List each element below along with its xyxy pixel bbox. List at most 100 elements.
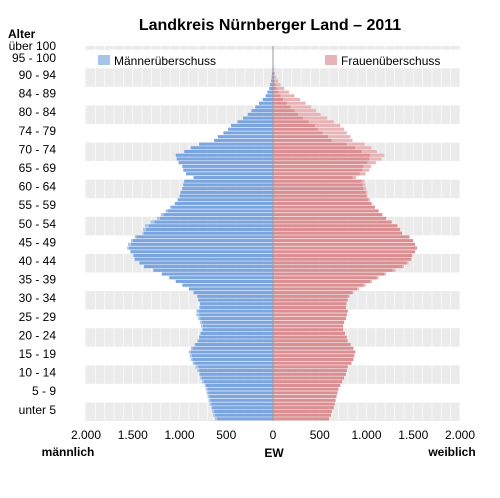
bar-male (266, 94, 273, 97)
bar-male (217, 417, 273, 420)
bar-male (136, 235, 273, 238)
bar-male-surplus (151, 221, 155, 224)
bar-male (214, 139, 273, 142)
bar-male (183, 183, 273, 186)
bar-male (154, 221, 273, 224)
bar-female (273, 120, 309, 123)
bar-female (273, 195, 367, 198)
bar-female (273, 298, 348, 301)
age-group-label: 60 - 64 (19, 180, 57, 194)
bar-male (134, 254, 273, 257)
bar-female (273, 343, 351, 346)
bar-female (273, 105, 291, 108)
bar-male (178, 198, 273, 201)
bar-female (273, 221, 392, 224)
bar-male-surplus (197, 339, 198, 342)
bar-female (273, 395, 337, 398)
bar-male (215, 414, 273, 417)
bar-female-surplus (364, 284, 366, 287)
bar-female (273, 280, 370, 283)
bar-male (223, 131, 273, 134)
legend-label-male-surplus: Männerüberschuss (114, 54, 216, 68)
age-group-label: 90 - 94 (19, 68, 57, 82)
bar-female-surplus (295, 109, 317, 112)
bar-female (273, 91, 279, 94)
bar-female (273, 202, 371, 205)
bar-male-surplus (128, 243, 131, 246)
bar-male (189, 287, 273, 290)
bar-male-surplus (212, 410, 214, 413)
bar-male (180, 195, 274, 198)
bar-male (199, 313, 273, 316)
x-axis-left-label: männlich (42, 445, 95, 459)
bar-male-surplus (200, 321, 202, 324)
bar-female (273, 391, 338, 394)
bar-male (191, 146, 273, 149)
bar-female (273, 154, 370, 157)
bar-female (273, 321, 344, 324)
bar-female-surplus (274, 76, 276, 79)
bar-female (273, 258, 411, 261)
bar-male (200, 317, 273, 320)
bar-male (198, 339, 273, 342)
bar-male-surplus (200, 332, 201, 335)
bar-female (273, 128, 318, 131)
bar-female (273, 176, 352, 179)
bar-male-surplus (165, 209, 167, 212)
bar-female (273, 165, 364, 168)
bar-female (273, 232, 402, 235)
x-axis-right-label: weiblich (427, 445, 475, 459)
bar-male (144, 265, 273, 268)
bar-male (198, 298, 273, 301)
bar-male (149, 224, 273, 227)
bar-female (273, 261, 407, 264)
bar-male-surplus (143, 228, 146, 231)
bar-male (194, 176, 273, 179)
bar-female (273, 339, 348, 342)
bar-female-surplus (363, 183, 366, 186)
y-axis-title: Alter (8, 27, 36, 41)
bar-male-surplus (135, 235, 137, 238)
bar-male (243, 117, 273, 120)
bar-male (182, 165, 273, 168)
bar-female (273, 376, 344, 379)
age-group-label: 30 - 34 (19, 291, 57, 305)
bar-male (194, 291, 273, 294)
bar-male-surplus (131, 239, 133, 242)
bar-male-surplus (161, 213, 164, 216)
bar-male (177, 157, 273, 160)
bar-female-surplus (274, 72, 275, 75)
legend-swatch-female-surplus (325, 55, 337, 65)
bar-female (273, 402, 335, 405)
bar-female-surplus (357, 287, 359, 290)
bar-female-surplus (318, 128, 344, 131)
bar-female (273, 295, 349, 298)
bar-female (273, 209, 379, 212)
bar-male (183, 169, 273, 172)
bar-female-surplus (363, 169, 370, 172)
bar-male (231, 124, 273, 127)
bar-male (199, 336, 273, 339)
bar-female-surplus (352, 176, 356, 179)
bar-male (259, 102, 273, 105)
bar-male (201, 332, 273, 335)
bar-female (273, 269, 393, 272)
bar-male-surplus (206, 388, 208, 391)
bar-male-surplus (196, 310, 198, 313)
x-tick-label: 1.500 (118, 428, 148, 442)
bar-female (273, 365, 348, 368)
bar-female (273, 157, 369, 160)
legend-label-female-surplus: Frauenüberschuss (341, 54, 440, 68)
bar-female (273, 291, 352, 294)
bar-female (273, 243, 415, 246)
bar-female (273, 213, 382, 216)
bar-male-surplus (199, 306, 200, 309)
bar-female-surplus (360, 172, 366, 175)
bar-male-surplus (170, 206, 171, 209)
bar-female-surplus (393, 269, 396, 272)
bar-female (273, 228, 400, 231)
bar-male (144, 232, 273, 235)
bar-female (273, 347, 353, 350)
